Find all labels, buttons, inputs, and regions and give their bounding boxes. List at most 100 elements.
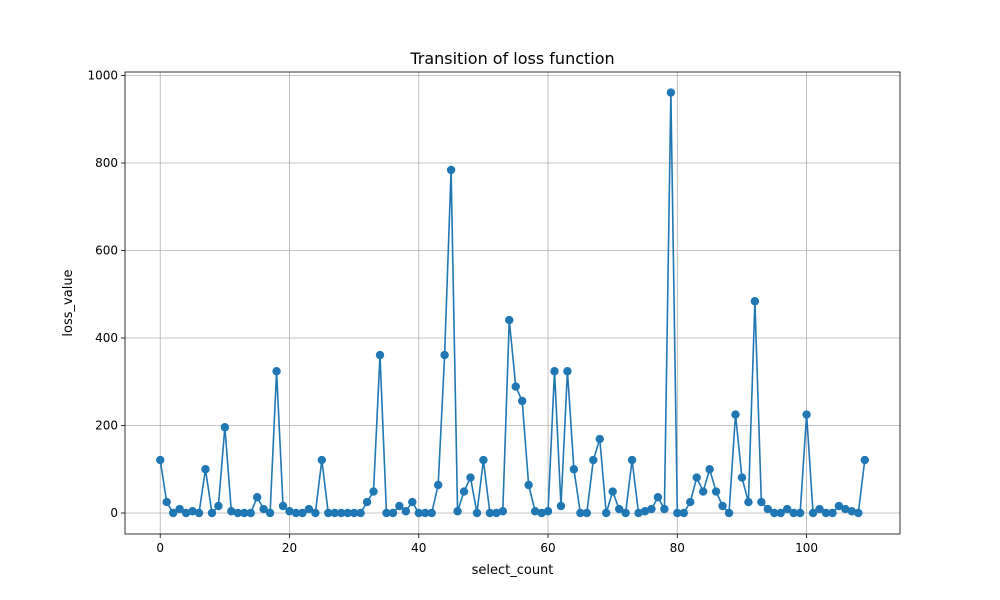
data-point	[220, 423, 230, 432]
data-point	[589, 455, 598, 465]
data-point	[337, 508, 346, 518]
chart-title: Transition of loss function	[409, 49, 614, 68]
grid-lines	[125, 72, 900, 534]
data-point	[854, 508, 863, 518]
data-point	[466, 473, 475, 482]
data-point	[311, 508, 320, 518]
data-point	[614, 504, 624, 514]
data-point	[446, 165, 456, 175]
data-point	[505, 315, 514, 325]
data-point	[227, 507, 236, 516]
data-point	[369, 487, 378, 496]
x-tick-label: 60	[540, 541, 555, 555]
data-point	[763, 504, 773, 514]
data-point	[679, 508, 688, 518]
data-point	[265, 508, 275, 518]
data-point	[744, 497, 753, 507]
data-point	[181, 508, 191, 518]
y-axis-label: loss_value	[61, 269, 76, 336]
data-point	[472, 508, 482, 518]
data-point	[485, 508, 495, 518]
data-point	[317, 455, 327, 465]
data-point	[362, 497, 372, 507]
data-point	[492, 508, 501, 518]
plot-area-frame	[124, 71, 901, 535]
data-point	[718, 501, 727, 511]
x-tick-label: 0	[156, 541, 164, 555]
data-point	[724, 508, 734, 518]
data-point	[278, 501, 288, 511]
data-point	[440, 350, 449, 360]
data-point	[272, 367, 281, 376]
data-point	[524, 480, 533, 490]
data-point	[530, 507, 540, 516]
data-point	[556, 501, 566, 511]
data-point	[259, 504, 268, 514]
data-point	[433, 480, 443, 490]
y-tick-label: 200	[95, 419, 118, 433]
y-tick-label: 0	[110, 506, 118, 520]
data-point	[576, 508, 585, 518]
data-point	[828, 508, 837, 518]
data-point	[666, 88, 676, 97]
series-layer	[156, 88, 869, 518]
data-point	[602, 508, 611, 518]
data-point	[156, 455, 165, 465]
data-point	[653, 493, 663, 502]
x-tick-label: 20	[282, 541, 297, 555]
data-point	[453, 507, 462, 516]
data-point	[285, 507, 294, 516]
data-point	[834, 501, 844, 511]
data-point	[207, 508, 217, 518]
data-point	[841, 504, 850, 514]
data-point	[783, 504, 792, 514]
data-point	[382, 508, 391, 518]
data-point	[408, 497, 417, 507]
data-point	[821, 508, 831, 518]
data-point	[298, 508, 307, 518]
data-point	[349, 508, 359, 518]
data-point	[550, 367, 559, 376]
data-point	[246, 508, 255, 518]
data-point	[847, 507, 857, 516]
data-point	[401, 507, 411, 516]
data-point	[168, 508, 178, 518]
data-point	[627, 455, 637, 465]
data-point	[595, 434, 604, 444]
data-point	[634, 508, 643, 518]
data-point	[395, 501, 404, 511]
data-point	[795, 508, 805, 518]
data-point	[459, 487, 469, 496]
data-point	[860, 455, 869, 465]
data-point	[194, 508, 204, 518]
data-point	[324, 508, 333, 518]
data-point	[291, 508, 301, 518]
data-point	[737, 473, 747, 482]
y-tick-label: 1000	[87, 69, 118, 83]
data-point	[537, 508, 546, 518]
data-point	[240, 508, 249, 518]
data-point	[789, 508, 798, 518]
data-point	[686, 497, 695, 507]
data-point	[731, 410, 740, 419]
data-point	[498, 507, 508, 516]
data-point	[543, 507, 553, 516]
data-point	[517, 396, 527, 406]
data-point	[608, 487, 617, 496]
data-point	[582, 508, 592, 518]
data-point	[569, 465, 579, 474]
data-point	[621, 508, 630, 518]
data-point	[711, 487, 721, 496]
data-point	[705, 465, 714, 474]
data-point	[421, 508, 430, 518]
x-tick-label: 100	[795, 541, 818, 555]
series-line	[159, 92, 866, 515]
y-tick-label: 800	[95, 156, 118, 170]
data-point	[388, 508, 398, 518]
data-point	[214, 501, 223, 511]
data-point	[343, 508, 352, 518]
data-point	[375, 350, 385, 360]
x-axis-label: select_count	[472, 563, 554, 578]
data-point	[252, 493, 262, 502]
